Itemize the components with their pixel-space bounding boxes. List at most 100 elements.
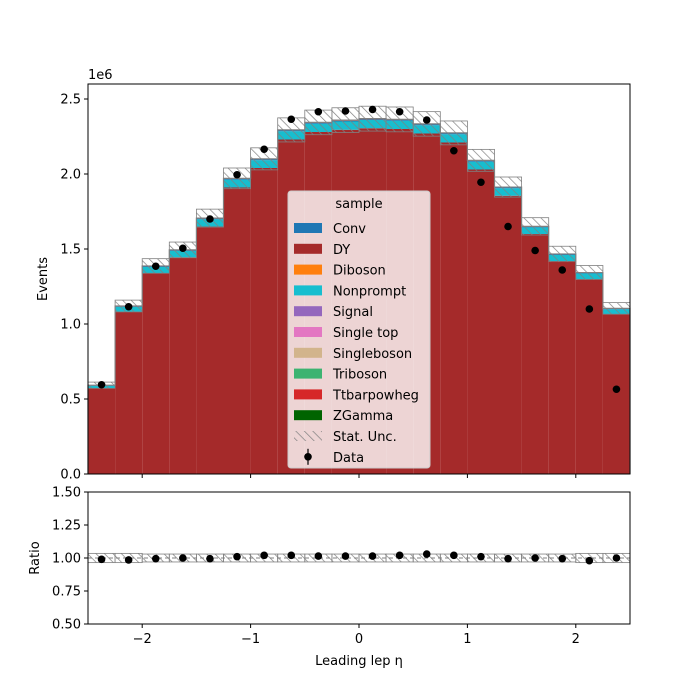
bar-dy <box>467 169 495 474</box>
x-tick-label: 2 <box>572 632 580 647</box>
y-tick-label: 2.0 <box>60 168 81 183</box>
data-point <box>124 302 133 311</box>
stat-unc-band <box>87 105 631 389</box>
legend-swatch <box>294 347 322 358</box>
data-point <box>314 107 323 116</box>
ratio-point <box>450 551 458 560</box>
x-tick-label: −1 <box>241 632 260 647</box>
data-point <box>151 262 160 271</box>
bar-dy <box>440 142 468 474</box>
data-point <box>422 116 431 124</box>
legend-box <box>287 190 431 469</box>
ratio-point <box>151 554 160 563</box>
legend-label: Signal <box>333 305 373 320</box>
ratio-point <box>179 554 187 562</box>
ratio-point <box>395 551 404 560</box>
legend-swatch <box>294 327 322 337</box>
ratio-y-axis-label: Ratio <box>28 541 43 574</box>
ratio-unc-band <box>87 552 631 564</box>
legend-label: Diboson <box>333 264 386 279</box>
ratio-point <box>504 554 512 563</box>
bar-dy <box>88 388 116 474</box>
bar-dy <box>250 168 278 474</box>
legend-item-nonprompt: Nonprompt <box>294 284 406 299</box>
legend-item-single-top: Single top <box>294 326 398 341</box>
data-point <box>287 115 296 124</box>
y-tick-label: 0.5 <box>60 393 81 408</box>
legend-item-data: Data <box>304 448 364 466</box>
legend-item-triboson: Triboson <box>294 368 387 383</box>
legend-item-ttbarpowheg: Ttbarpowheg <box>294 388 419 403</box>
bar-dy <box>602 314 630 474</box>
legend-label: Single top <box>333 326 398 341</box>
data-point <box>206 215 214 223</box>
stat-unc-bin <box>494 176 523 198</box>
ratio-point <box>260 551 268 560</box>
y-tick-label: 0.0 <box>60 468 81 483</box>
main-y-axis-label: Events <box>36 257 51 301</box>
ratio-point <box>97 555 106 564</box>
y-tick-label: 2.5 <box>60 93 81 108</box>
legend-label: Conv <box>333 222 366 237</box>
stat-unc-bin <box>521 217 550 236</box>
ratio-panel: 0.50 0.75 1.00 1.25 1.50 −2 −1 0 1 2 <box>52 486 631 647</box>
data-point <box>558 266 567 274</box>
stat-unc-bin <box>548 245 577 263</box>
legend: sample Conv DY Diboson Nonprompt Signal Single… <box>287 190 431 469</box>
bar-dy <box>196 226 224 474</box>
legend-swatch <box>294 368 322 379</box>
legend-marker <box>304 453 312 461</box>
data-point <box>504 222 512 231</box>
bar-dy <box>115 312 143 474</box>
stat-unc-bin <box>466 148 495 172</box>
legend-swatch <box>294 223 322 233</box>
data-point <box>585 305 594 313</box>
data-point <box>477 178 485 187</box>
data-point <box>179 244 187 253</box>
y-scale-label: 1e6 <box>88 68 113 83</box>
legend-item-dy: DY <box>294 243 350 258</box>
ratio-point <box>368 552 377 560</box>
legend-swatch <box>294 306 322 317</box>
stat-unc-bin <box>412 111 441 137</box>
legend-item-zgamma: ZGamma <box>294 409 393 424</box>
legend-item-stat-unc: Stat. Unc. <box>294 430 397 445</box>
data-point <box>341 107 350 115</box>
ratio-point <box>314 552 323 560</box>
ratio-point <box>206 554 214 563</box>
legend-swatch <box>294 389 322 400</box>
legend-label: DY <box>333 243 350 258</box>
legend-item-singleboson: Singleboson <box>294 347 412 362</box>
x-tick-label: 1 <box>463 632 471 647</box>
data-point <box>260 145 268 154</box>
bar-dy <box>142 273 170 474</box>
ratio-point <box>585 556 594 565</box>
data-point <box>97 380 106 389</box>
bar-dy <box>169 257 197 474</box>
ratio-point <box>341 552 350 560</box>
legend-swatch <box>294 264 322 275</box>
ratio-point <box>233 552 241 561</box>
y-tick-label: 1.0 <box>60 318 81 333</box>
data-points <box>97 105 621 394</box>
data-point <box>395 107 404 116</box>
data-point <box>450 146 458 155</box>
legend-label: Data <box>333 451 364 466</box>
data-point <box>233 170 241 179</box>
legend-swatch <box>294 243 322 254</box>
ratio-y-tick-label: 1.00 <box>52 552 81 567</box>
x-tick-label: 0 <box>355 632 363 647</box>
ratio-point <box>477 552 485 561</box>
legend-label: Singleboson <box>333 347 412 362</box>
stat-unc-bin <box>439 120 468 146</box>
ratio-point <box>612 554 621 562</box>
legend-label: Nonprompt <box>333 284 406 299</box>
ratio-point <box>558 554 567 563</box>
legend-swatch <box>294 285 322 296</box>
ratio-point <box>531 554 539 562</box>
y-tick-label: 1.5 <box>60 243 81 258</box>
ratio-y-tick-label: 1.50 <box>52 486 81 501</box>
legend-item-diboson: Diboson <box>294 264 386 279</box>
ratio-point <box>287 551 296 560</box>
